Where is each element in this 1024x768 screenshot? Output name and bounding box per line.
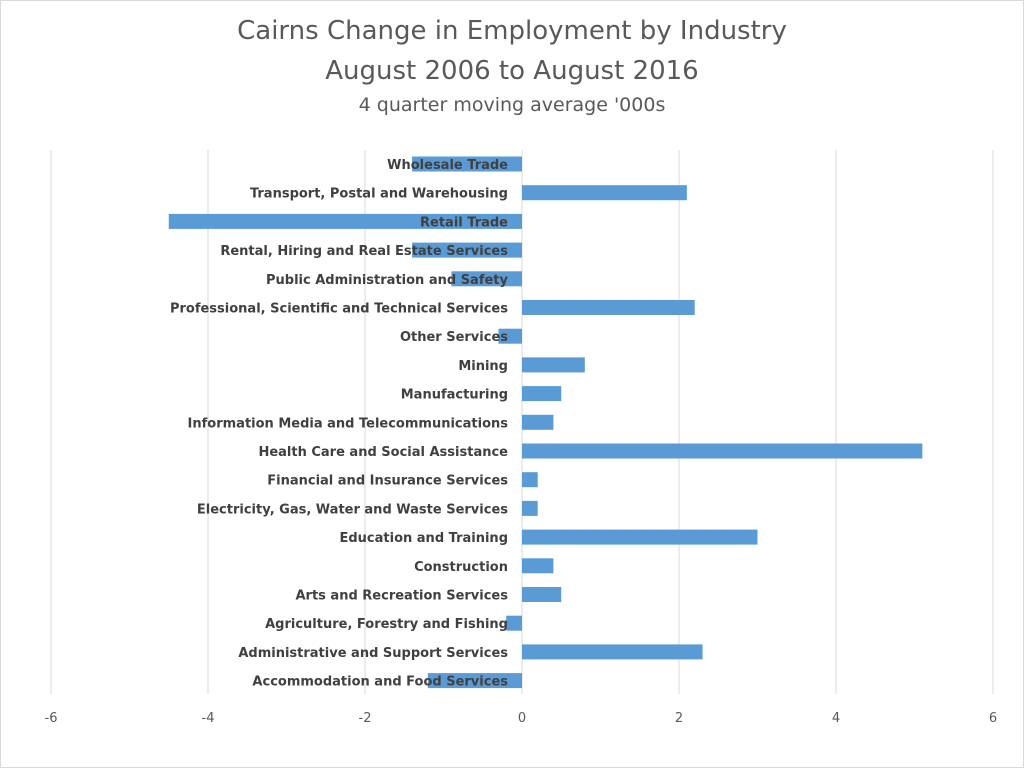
category-label: Construction — [414, 560, 508, 575]
category-label: Agriculture, Forestry and Fishing — [265, 617, 508, 632]
bar — [522, 472, 538, 488]
chart-title: Cairns Change in Employment by Industry — [237, 16, 787, 46]
chart-title-line2: August 2006 to August 2016 — [325, 56, 699, 86]
bar — [522, 414, 554, 430]
x-tick-label: -4 — [202, 711, 215, 726]
bar — [168, 213, 522, 229]
category-label: Education and Training — [339, 531, 508, 546]
category-label: Wholesale Trade — [387, 158, 508, 173]
category-label: Financial and Insurance Services — [267, 474, 508, 489]
category-label: Electricity, Gas, Water and Waste Servic… — [197, 502, 508, 517]
x-tick-label: 6 — [989, 711, 997, 726]
category-label: Arts and Recreation Services — [295, 589, 508, 604]
bar — [412, 242, 522, 258]
x-tick-label: 0 — [518, 711, 526, 726]
bar — [522, 529, 758, 545]
bar — [506, 615, 522, 631]
category-label: Rental, Hiring and Real Estate Services — [220, 244, 508, 259]
x-tick-label: -2 — [359, 711, 372, 726]
category-label: Information Media and Telecommunications — [188, 416, 509, 431]
category-label: Manufacturing — [401, 388, 508, 403]
x-tick-label: 4 — [832, 711, 840, 726]
category-label: Transport, Postal and Warehousing — [250, 187, 508, 202]
category-label: Health Care and Social Assistance — [258, 445, 508, 460]
category-label: Retail Trade — [420, 215, 508, 230]
category-label: Administrative and Support Services — [238, 646, 508, 661]
bar — [451, 271, 522, 287]
category-label: Professional, Scientific and Technical S… — [170, 302, 508, 317]
bar — [522, 644, 703, 660]
bar — [522, 443, 923, 459]
bar — [522, 185, 687, 201]
x-tick-label: 2 — [675, 711, 683, 726]
bar — [412, 156, 522, 172]
x-tick-label: -6 — [45, 711, 58, 726]
chart-subtitle: 4 quarter moving average '000s — [358, 94, 666, 116]
category-label: Accommodation and Food Services — [252, 675, 508, 690]
category-label: Mining — [458, 359, 508, 374]
bar — [522, 300, 695, 315]
bar — [522, 587, 562, 602]
bar — [427, 673, 522, 689]
bar — [522, 500, 538, 516]
category-label: Public Administration and Safety — [266, 273, 509, 288]
bar — [498, 328, 522, 344]
category-label: Other Services — [400, 330, 508, 345]
bar — [522, 558, 554, 574]
bar — [522, 357, 585, 373]
bar — [522, 386, 562, 402]
